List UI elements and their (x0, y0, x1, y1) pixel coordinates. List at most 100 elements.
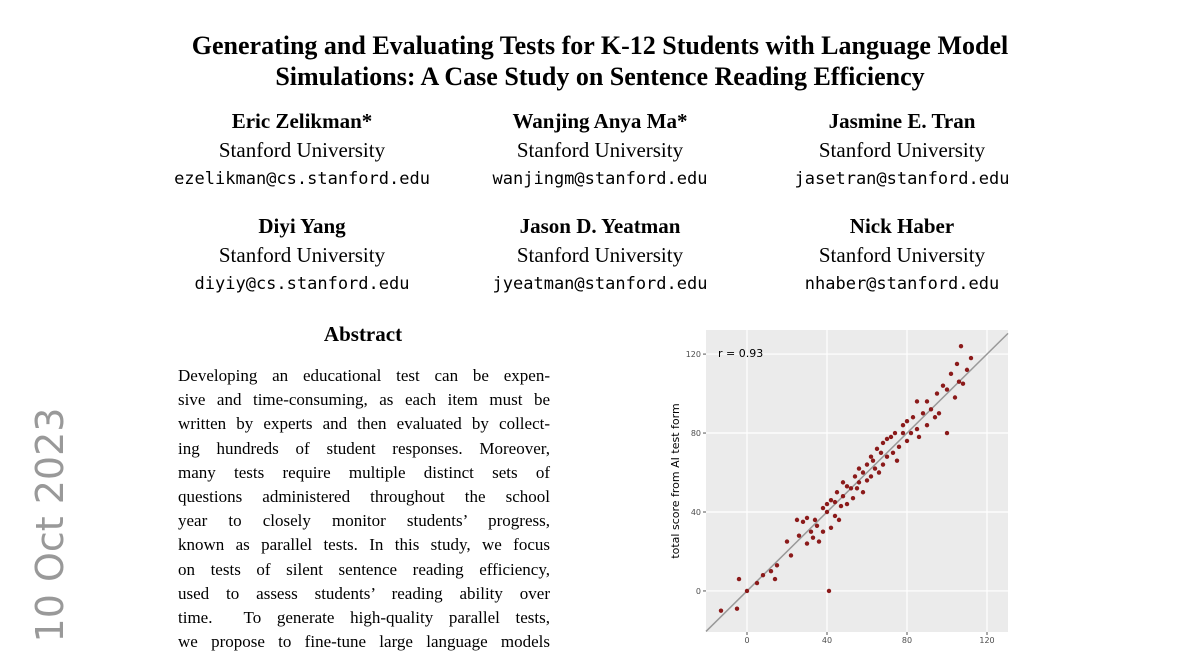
email: wanjingm@stanford.edu (492, 169, 708, 189)
email: nhaber@stanford.edu (804, 274, 1000, 294)
point (774, 563, 780, 568)
abstract-line: we propose to fine-tune large language m… (178, 632, 550, 652)
email: diyiy@cs.stanford.edu (194, 274, 410, 294)
point (852, 474, 858, 479)
point (760, 572, 766, 578)
point (896, 444, 902, 450)
point (784, 539, 790, 544)
point (718, 608, 724, 613)
point (924, 399, 930, 404)
author-name: Jason D. Yeatman (519, 214, 681, 238)
point (772, 576, 778, 582)
affiliation: Stanford University (218, 243, 386, 267)
x-tick-label: 80 (902, 636, 912, 645)
point (900, 430, 906, 436)
abstract-line: sive and time-consuming, as each item mu… (178, 390, 550, 410)
point (814, 523, 820, 529)
abstract-line: many tests require multiple distinct set… (178, 462, 550, 482)
point (868, 454, 874, 459)
abstract-line: Developing an educational test can be ex… (178, 366, 550, 385)
point (840, 480, 846, 485)
author-name: Jasmine E. Tran (828, 109, 976, 133)
point (910, 415, 916, 420)
point (920, 411, 926, 416)
y-tick-label: 0 (696, 587, 701, 596)
abstract-line: ing hundreds of student responses. Moreo… (178, 438, 550, 458)
point (932, 415, 938, 420)
email: jasetran@stanford.edu (794, 169, 1010, 189)
point (884, 454, 890, 459)
author-name: Nick Haber (849, 214, 955, 238)
point (874, 446, 880, 452)
point (876, 470, 882, 475)
y-tick-label: 120 (686, 350, 701, 359)
point (968, 355, 974, 361)
point (952, 395, 958, 400)
x-tick-label: 120 (979, 636, 994, 645)
affiliation: Stanford University (218, 138, 386, 162)
point (940, 383, 946, 388)
abstract-heading: Abstract (323, 322, 403, 346)
point (804, 541, 810, 546)
point (860, 490, 866, 495)
point (872, 466, 878, 471)
abstract-line: questions administered throughout the sc… (178, 487, 550, 506)
point (820, 505, 826, 511)
point (890, 450, 896, 455)
point (948, 371, 954, 377)
point (836, 517, 842, 523)
abstract-line: year to closely monitor students’ progre… (178, 511, 550, 531)
point (838, 503, 844, 509)
abstract-line: time. To generate high-quality parallel … (178, 608, 550, 627)
point (964, 367, 970, 373)
point (958, 343, 964, 349)
author: Jasmine E. Tran Stanford University jasetr… (742, 107, 1062, 194)
point (788, 553, 794, 558)
point (844, 484, 850, 489)
point (734, 606, 740, 611)
abstract-line: on tests of silent sentence reading effi… (178, 559, 550, 579)
point (888, 434, 894, 440)
point (954, 361, 960, 367)
point (824, 509, 830, 515)
author-name: Diyi Yang (258, 214, 346, 238)
point (944, 430, 950, 436)
point (854, 486, 860, 491)
point (832, 513, 838, 519)
point (832, 499, 838, 505)
point (916, 434, 922, 440)
email: ezelikman@cs.stanford.edu (174, 169, 430, 189)
point (794, 517, 800, 523)
author: Jason D. Yeatman Stanford University jyeat… (440, 212, 760, 299)
point (870, 458, 876, 463)
abstract-line: used to assess students’ reading ability… (178, 583, 550, 603)
point (914, 426, 920, 432)
y-axis-label: total score from AI test form (669, 403, 682, 558)
point (928, 407, 934, 412)
point (804, 515, 810, 521)
point (800, 519, 806, 525)
point (828, 525, 834, 530)
point (856, 480, 862, 485)
point (904, 418, 910, 424)
abstract-line: written by experts and then evaluated by… (178, 414, 550, 434)
point (944, 387, 950, 392)
point (816, 539, 822, 544)
point (864, 478, 870, 483)
point (904, 438, 910, 444)
point (796, 533, 802, 538)
author: Eric Zelikman* Stanford University ezelikm… (142, 107, 462, 194)
title-line: Simulations: A Case Study on Sentence Re… (275, 62, 925, 91)
author: Diyi Yang Stanford University diyiy@cs.sta… (142, 212, 462, 299)
author: Wanjing Anya Ma* Stanford University wanji… (440, 107, 760, 194)
point (914, 399, 920, 404)
affiliation: Stanford University (516, 243, 684, 267)
point (894, 458, 900, 463)
point (884, 436, 890, 442)
plot-panel (706, 330, 1008, 632)
point (908, 430, 914, 436)
point (900, 422, 906, 428)
point (924, 422, 930, 428)
point (850, 495, 856, 501)
